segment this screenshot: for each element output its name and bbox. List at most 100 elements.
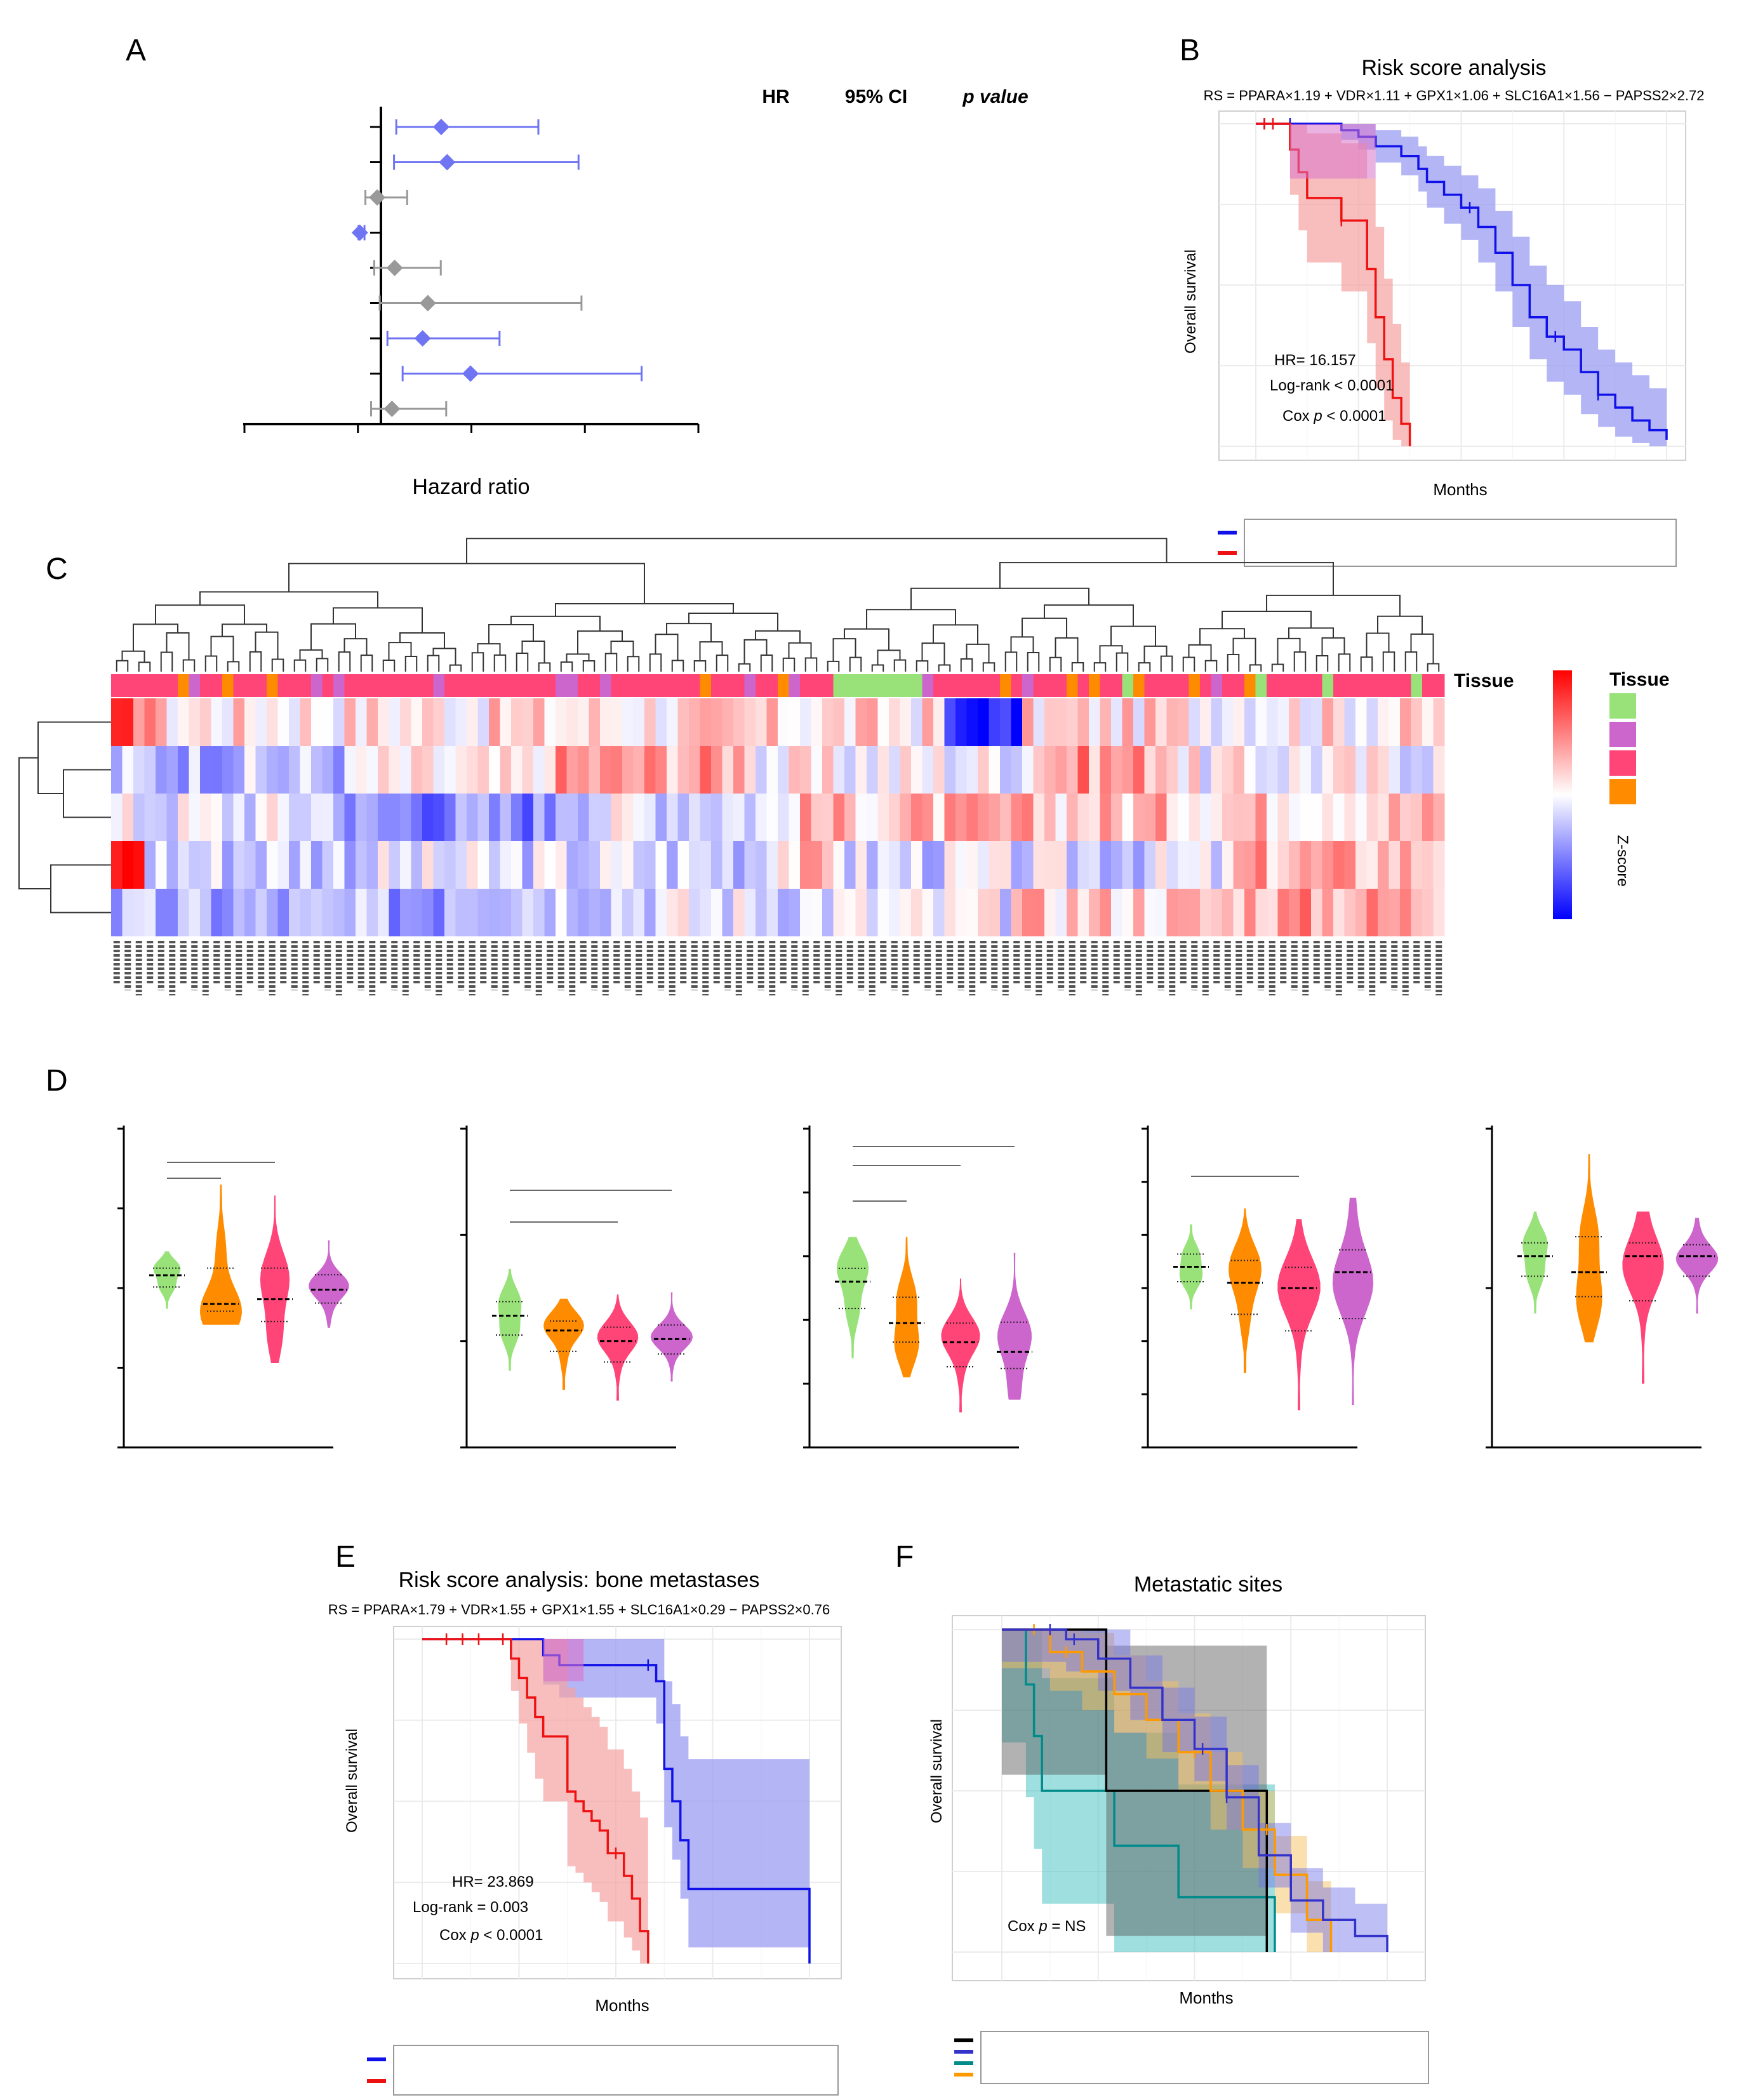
heatmap-cell bbox=[733, 698, 745, 746]
heatmap-cell bbox=[822, 889, 834, 936]
tissue-bar-cell bbox=[667, 674, 678, 697]
km-ci-band-ln bbox=[1002, 1630, 1331, 1952]
heatmap-cell bbox=[500, 841, 512, 889]
heatmap-cell bbox=[1033, 746, 1045, 794]
tissue-bar-cell bbox=[700, 674, 712, 697]
heatmap-cell bbox=[989, 698, 1001, 746]
heatmap-cell bbox=[1133, 698, 1145, 746]
tissue-bar-cell bbox=[1211, 674, 1223, 697]
heatmap-cell bbox=[1222, 841, 1234, 889]
heatmap-cell bbox=[277, 794, 290, 841]
heatmap-cell bbox=[933, 746, 945, 794]
heatmap-cell bbox=[477, 698, 489, 746]
violin-body bbox=[543, 1298, 584, 1390]
heatmap-cell bbox=[644, 794, 656, 841]
column-dendrogram-branch bbox=[121, 650, 145, 663]
heatmap-cell bbox=[944, 841, 956, 889]
column-dendrogram-branch bbox=[1249, 664, 1262, 672]
tissue-legend bbox=[1609, 693, 1636, 804]
km-b-risk-table bbox=[1218, 519, 1677, 567]
heatmap-cell bbox=[1122, 841, 1134, 889]
column-dendrogram-branch bbox=[938, 664, 951, 672]
heatmap-cell bbox=[989, 794, 1001, 841]
km-f-x-label: Months bbox=[1179, 1988, 1233, 2007]
tissue-bar-cell bbox=[1011, 674, 1023, 697]
heatmap-cell bbox=[1089, 841, 1100, 889]
heatmap-cell bbox=[400, 794, 411, 841]
heatmap-cell bbox=[622, 746, 634, 794]
heatmap-cell bbox=[811, 746, 823, 794]
column-dendrogram-branch bbox=[560, 661, 573, 672]
heatmap-cell bbox=[200, 841, 211, 889]
heatmap-cell bbox=[933, 698, 945, 746]
heatmap-cell bbox=[900, 794, 912, 841]
violin-body bbox=[597, 1294, 639, 1401]
tissue-bar-cell bbox=[900, 674, 912, 697]
heatmap-cell bbox=[1400, 698, 1411, 746]
tissue-bar-cell bbox=[811, 674, 823, 697]
tissue-bar-cell bbox=[578, 674, 589, 697]
heatmap-cell bbox=[855, 698, 867, 746]
tissue-bar-cell bbox=[200, 674, 211, 697]
column-dendrogram-branch bbox=[999, 562, 1334, 595]
violin-plot-slc16a1 bbox=[803, 1126, 1032, 1449]
heatmap-cell bbox=[122, 889, 134, 936]
heatmap-cell bbox=[333, 794, 345, 841]
column-dendrogram-branch bbox=[1022, 617, 1067, 638]
km-b-subtitle: RS = PPARA×1.19 + VDR×1.11 + GPX1×1.06 +… bbox=[1204, 88, 1705, 103]
column-dendrogram-branch bbox=[844, 628, 889, 651]
heatmap-cell bbox=[322, 698, 334, 746]
tissue-bar-cell bbox=[789, 674, 801, 697]
column-dendrogram-branch bbox=[116, 660, 129, 672]
heatmap-cell bbox=[811, 841, 823, 889]
heatmap-cell bbox=[1155, 889, 1167, 936]
column-dendrogram-branch bbox=[210, 635, 234, 662]
heatmap-cell bbox=[200, 794, 211, 841]
forest-header-ci: 95% CI bbox=[845, 86, 907, 107]
heatmap-cell bbox=[477, 889, 489, 936]
tissue-bar-cell bbox=[311, 674, 323, 697]
heatmap-cell bbox=[1011, 698, 1023, 746]
heatmap-cell bbox=[1055, 841, 1067, 889]
heatmap-cell bbox=[1144, 794, 1156, 841]
column-dendrogram-branch bbox=[1338, 653, 1351, 672]
heatmap-cell bbox=[822, 698, 834, 746]
heatmap-cell bbox=[633, 889, 645, 936]
tissue-bar-cell bbox=[1311, 674, 1322, 697]
km-e-plot bbox=[393, 1626, 842, 1979]
tissue-bar-cell bbox=[844, 674, 856, 697]
heatmap-cell bbox=[1077, 698, 1089, 746]
heatmap-cell bbox=[1366, 746, 1378, 794]
heatmap-cell bbox=[1388, 698, 1401, 746]
column-dendrogram-branch bbox=[166, 632, 190, 660]
heatmap-cell bbox=[756, 746, 767, 794]
heatmap-cell bbox=[1344, 889, 1356, 936]
tissue-bar-cell bbox=[800, 674, 811, 697]
heatmap-cell bbox=[556, 889, 567, 936]
heatmap-cell bbox=[1155, 841, 1167, 889]
heatmap-cell bbox=[133, 746, 145, 794]
heatmap-cell bbox=[989, 889, 1001, 936]
heatmap-cell bbox=[1011, 794, 1023, 841]
heatmap-cell bbox=[1244, 746, 1256, 794]
heatmap-cell bbox=[933, 889, 945, 936]
heatmap-cell bbox=[744, 794, 756, 841]
heatmap-cell bbox=[1100, 889, 1112, 936]
tissue-bar-cell bbox=[1000, 674, 1011, 697]
heatmap-cell bbox=[533, 698, 545, 746]
tissue-bar-cell bbox=[1300, 674, 1312, 697]
heatmap-cell bbox=[166, 841, 178, 889]
heatmap-cell bbox=[633, 841, 645, 889]
heatmap-cell bbox=[244, 889, 256, 936]
heatmap-cell bbox=[1022, 746, 1034, 794]
heatmap-cell bbox=[389, 698, 401, 746]
heatmap-cell bbox=[322, 889, 334, 936]
tissue-bar-cell bbox=[533, 674, 545, 697]
km-e-subtitle: RS = PPARA×1.79 + VDR×1.55 + GPX1×1.55 +… bbox=[328, 1602, 830, 1618]
heatmap-cell bbox=[467, 746, 478, 794]
heatmap-cell bbox=[400, 746, 411, 794]
tissue-bar-cell bbox=[1289, 674, 1300, 697]
heatmap-cell bbox=[233, 889, 245, 936]
heatmap-cell bbox=[111, 698, 123, 746]
tissue-bar-cell bbox=[622, 674, 634, 697]
